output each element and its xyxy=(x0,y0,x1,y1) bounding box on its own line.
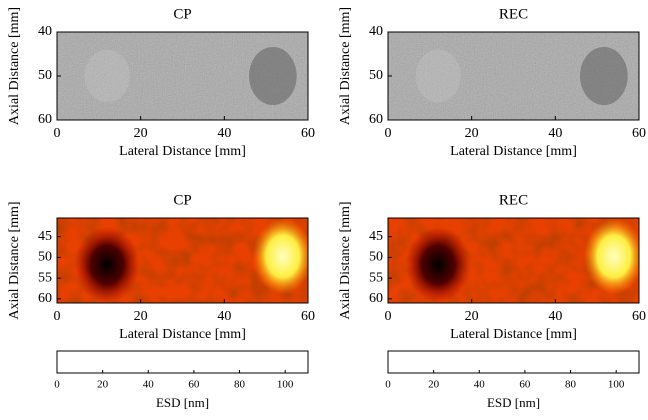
colorbar xyxy=(387,350,640,374)
y-tick-label: 60 xyxy=(38,291,52,306)
x-axis-label: Lateral Distance [mm] xyxy=(450,144,577,159)
y-tick-label: 50 xyxy=(369,68,383,83)
x-tick-label: 60 xyxy=(301,309,315,324)
x-axis-label: Lateral Distance [mm] xyxy=(450,327,577,342)
colorbar-tick-label: 80 xyxy=(234,379,246,391)
x-tick-label: 20 xyxy=(134,309,148,324)
x-axis-label: Lateral Distance [mm] xyxy=(119,327,246,342)
x-tick-label: 20 xyxy=(465,309,479,324)
y-tick-label: 60 xyxy=(38,112,52,127)
axes-frame xyxy=(387,217,640,304)
image xyxy=(388,32,639,120)
y-tick-label: 60 xyxy=(369,291,383,306)
y-tick-label: 55 xyxy=(38,270,52,285)
colorbar-tick-label: 20 xyxy=(97,379,109,391)
x-tick-label: 60 xyxy=(301,126,315,141)
y-axis-label: Axial Distance [mm] xyxy=(7,7,22,125)
panel-title: REC xyxy=(499,6,528,22)
image-content xyxy=(388,32,639,120)
colorbar-label: ESD [nm] xyxy=(487,395,540,410)
colorbar-tick-label: 60 xyxy=(188,379,200,391)
x-tick-label: 40 xyxy=(548,126,562,141)
x-tick-label: 0 xyxy=(54,126,61,141)
colorbar-tick-label: 40 xyxy=(143,379,155,391)
x-tick-label: 60 xyxy=(632,309,646,324)
x-tick-label: 0 xyxy=(54,309,61,324)
y-tick-label: 55 xyxy=(369,270,383,285)
panel-title: REC xyxy=(499,192,528,208)
x-axis-label: Lateral Distance [mm] xyxy=(119,144,246,159)
image-content xyxy=(57,218,308,303)
colorbar xyxy=(56,350,309,374)
hot-region xyxy=(252,218,308,295)
colorbar-label: ESD [nm] xyxy=(156,395,209,410)
panel-title: CP xyxy=(173,192,191,208)
y-tick-label: 60 xyxy=(369,112,383,127)
inclusion xyxy=(84,49,130,103)
image-content xyxy=(388,218,639,303)
colorbar-tick-label: 60 xyxy=(519,379,531,391)
colorbar-tick-label: 100 xyxy=(277,379,294,391)
panel-title: CP xyxy=(173,6,191,22)
speckle xyxy=(388,32,639,120)
y-tick-label: 50 xyxy=(38,68,52,83)
inclusion xyxy=(249,46,297,106)
y-axis-label: Axial Distance [mm] xyxy=(338,7,353,125)
colorbar-tick-label: 0 xyxy=(385,379,391,391)
x-tick-label: 0 xyxy=(385,309,392,324)
x-tick-label: 40 xyxy=(217,126,231,141)
y-tick-label: 45 xyxy=(38,229,52,244)
y-tick-label: 40 xyxy=(38,24,52,39)
image-content xyxy=(57,32,308,120)
axes-frame xyxy=(56,217,309,304)
y-tick-label: 50 xyxy=(369,250,383,265)
dark-region xyxy=(74,226,140,303)
x-tick-label: 40 xyxy=(548,309,562,324)
image xyxy=(57,218,308,303)
x-tick-label: 0 xyxy=(385,126,392,141)
y-axis-label: Axial Distance [mm] xyxy=(7,201,22,319)
x-tick-label: 20 xyxy=(465,126,479,141)
colorbar-tick-label: 40 xyxy=(474,379,486,391)
colorbar-tick-label: 80 xyxy=(565,379,577,391)
x-tick-label: 40 xyxy=(217,309,231,324)
speckle xyxy=(57,32,308,120)
image xyxy=(388,218,639,303)
hot-region xyxy=(583,218,639,295)
x-tick-label: 20 xyxy=(134,126,148,141)
colorbar-tick-label: 100 xyxy=(608,379,625,391)
y-tick-label: 40 xyxy=(369,24,383,39)
inclusion xyxy=(580,46,628,106)
colorbar-tick-label: 20 xyxy=(428,379,440,391)
dark-region xyxy=(405,226,471,303)
y-axis-label: Axial Distance [mm] xyxy=(338,201,353,319)
colorbar-tick-label: 0 xyxy=(54,379,60,391)
image xyxy=(57,32,308,120)
inclusion xyxy=(415,49,461,103)
y-tick-label: 50 xyxy=(38,250,52,265)
y-tick-label: 45 xyxy=(369,229,383,244)
x-tick-label: 60 xyxy=(632,126,646,141)
